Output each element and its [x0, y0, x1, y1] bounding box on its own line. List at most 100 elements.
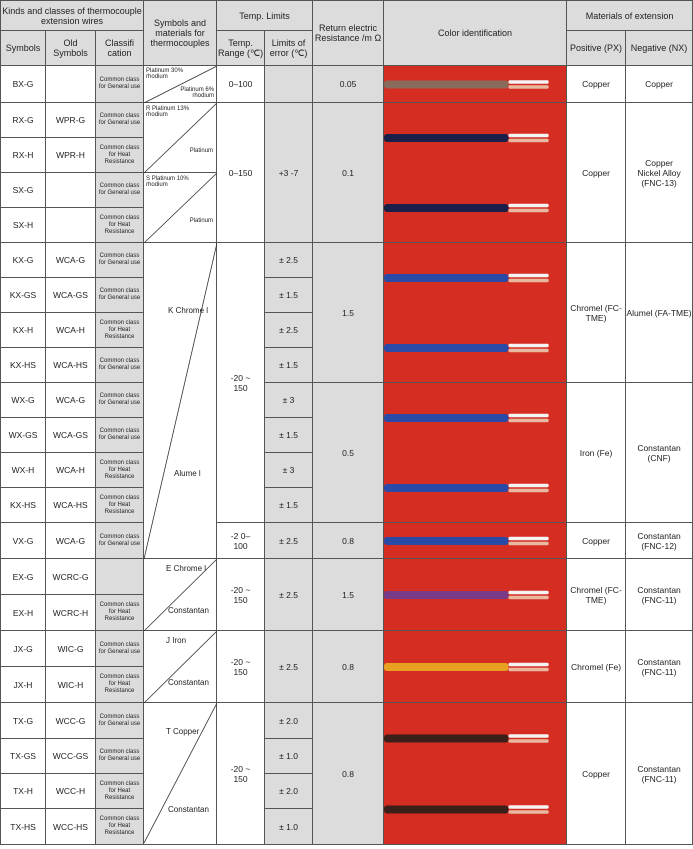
table-row: VX-G WCA-G Common class for General use … — [0, 522, 693, 559]
diagonal-divider — [144, 173, 218, 243]
positive-cell: Chromel (Fe) — [566, 630, 627, 703]
cable-wire — [508, 348, 549, 353]
class-cell: Common class for General use — [94, 417, 145, 453]
table-row: RX-H WPR-H Common class for Heat Resista… — [0, 137, 693, 173]
positive-cell: Copper — [566, 522, 627, 559]
old-symbol-cell: WCC-HS — [45, 808, 96, 845]
thermo-s-top: S Platinum 10% rhodium — [146, 176, 189, 188]
thermo-r-top: R Platinum 13% rhodium — [146, 106, 190, 118]
resistance-cell: 0.1 — [312, 102, 385, 243]
old-symbol-cell — [45, 65, 96, 103]
resistance-cell: 1.5 — [312, 242, 385, 383]
header-symbols: Symbols — [0, 30, 46, 66]
old-symbol-cell: WCC-H — [45, 773, 96, 809]
thermo-j-cell: J Iron Constantan — [143, 630, 218, 703]
thermo-e-top: E Chrome l — [166, 564, 207, 573]
range-cell: -20 ~ 150 — [216, 558, 266, 631]
table-row: KX-HS WCA-HS Common class for General us… — [0, 347, 693, 383]
symbol-cell: WX-GS — [0, 417, 46, 453]
class-cell: Common class for Heat Resistance — [94, 773, 145, 809]
error-cell: ± 2.5 — [264, 630, 314, 703]
class-cell: Common class for General use — [94, 172, 145, 208]
symbol-cell: SX-H — [0, 207, 46, 243]
symbol-cell: RX-G — [0, 102, 46, 138]
cable-jacket — [384, 663, 509, 671]
cable-jacket — [384, 80, 509, 89]
negative-cell: Constantan (CNF) — [625, 382, 693, 523]
error-cell: ± 2.0 — [264, 702, 314, 739]
header-temp-range: Temp. Range (℃) — [216, 30, 266, 66]
table-row: KX-G WCA-G Common class for General use … — [0, 242, 693, 559]
error-cell: ± 2.5 — [264, 242, 314, 278]
class-cell: Common class for General use — [94, 630, 145, 667]
symbol-cell: JX-H — [0, 666, 46, 703]
cable-jacket — [384, 134, 509, 142]
table-row: TX-G WCC-G Common class for General use … — [0, 702, 693, 845]
thermo-bx-cell: Platinum 30% rhodium Platinum 6% rhodium — [143, 65, 218, 103]
range-cell: -20 ~ 150 — [216, 702, 266, 845]
diagonal-divider — [144, 631, 218, 703]
class-cell: Common class for General use — [94, 738, 145, 774]
cable-jacket — [384, 204, 509, 212]
symbol-cell: EX-H — [0, 594, 46, 631]
resistance-cell: 0.8 — [312, 522, 385, 559]
table-row: BX-G Common class for General use Platin… — [0, 65, 693, 103]
cable-jacket — [384, 591, 509, 599]
cable-wire — [508, 667, 549, 672]
negative-cell: Constantan (FNC-11) — [625, 702, 693, 845]
class-cell: Common class for Heat Resistance — [94, 487, 145, 523]
cable-illustration — [384, 133, 549, 213]
old-symbol-cell: WPR-H — [45, 137, 96, 173]
cable-illustration — [384, 413, 549, 493]
symbol-cell: KX-H — [0, 312, 46, 348]
error-cell: +3 -7 — [264, 102, 314, 243]
table-row: RX-G WPR-G Common class for General use … — [0, 102, 693, 243]
negative-cell: Alumel (FA-TME) — [625, 242, 693, 383]
cable-wire — [508, 662, 549, 667]
symbol-cell: KX-GS — [0, 277, 46, 313]
header-materials: Materials of extension — [566, 0, 693, 31]
cable-wire — [508, 810, 549, 814]
header-classification: Classifi cation — [94, 30, 145, 66]
cable-swatch-w — [383, 382, 568, 523]
diagonal-divider — [144, 66, 218, 103]
class-cell: Common class for Heat Resistance — [94, 312, 145, 348]
thermo-r-bottom: Platinum — [189, 148, 214, 154]
symbol-cell: VX-G — [0, 522, 46, 559]
cable-wire — [508, 80, 549, 84]
class-cell: Common class for Heat Resistance — [94, 808, 145, 845]
positive-cell: Copper — [566, 702, 627, 845]
class-cell: Common class for General use — [94, 277, 145, 313]
table-row: JX-G WIC-G Common class for General use … — [0, 630, 693, 703]
cable-jacket — [384, 344, 509, 352]
thermo-j-top: J Iron — [166, 636, 187, 645]
cable-wire — [508, 541, 549, 546]
header-resistance: Return electric Resistance /m Ω — [312, 0, 385, 66]
error-cell: ± 2.5 — [264, 558, 314, 631]
old-symbol-cell: WIC-H — [45, 666, 96, 703]
header-color-id: Color identification — [383, 0, 568, 66]
error-cell: ± 1.0 — [264, 808, 314, 845]
error-cell: ± 1.0 — [264, 738, 314, 774]
thermo-bx-top: Platinum 30% rhodium — [146, 68, 184, 80]
thermo-r-cell: R Platinum 13% rhodium Platinum — [143, 102, 218, 173]
class-cell: Common class for Heat Resistance — [94, 666, 145, 703]
cable-wire — [508, 85, 549, 89]
old-symbol-cell: WCC-G — [45, 702, 96, 739]
range-cell: -20 ~ 150 — [216, 630, 266, 703]
old-symbol-cell: WCA-G — [45, 242, 96, 278]
old-symbol-cell: WCA-H — [45, 312, 96, 348]
table-row: TX-GS WCC-GS Common class for General us… — [0, 738, 693, 774]
error-cell: ± 1.5 — [264, 277, 314, 313]
cable-wire — [508, 418, 549, 423]
old-symbol-cell: WCC-GS — [45, 738, 96, 774]
cable-jacket — [384, 274, 509, 282]
positive-cell: Copper — [566, 65, 627, 103]
cable-illustration — [384, 734, 549, 814]
cable-swatch-jx — [383, 630, 568, 703]
cable-jacket — [384, 537, 509, 545]
old-symbol-cell: WCA-H — [45, 452, 96, 488]
positive-cell: Copper — [566, 102, 627, 243]
error-cell: ± 1.5 — [264, 487, 314, 523]
symbol-cell: TX-GS — [0, 738, 46, 774]
